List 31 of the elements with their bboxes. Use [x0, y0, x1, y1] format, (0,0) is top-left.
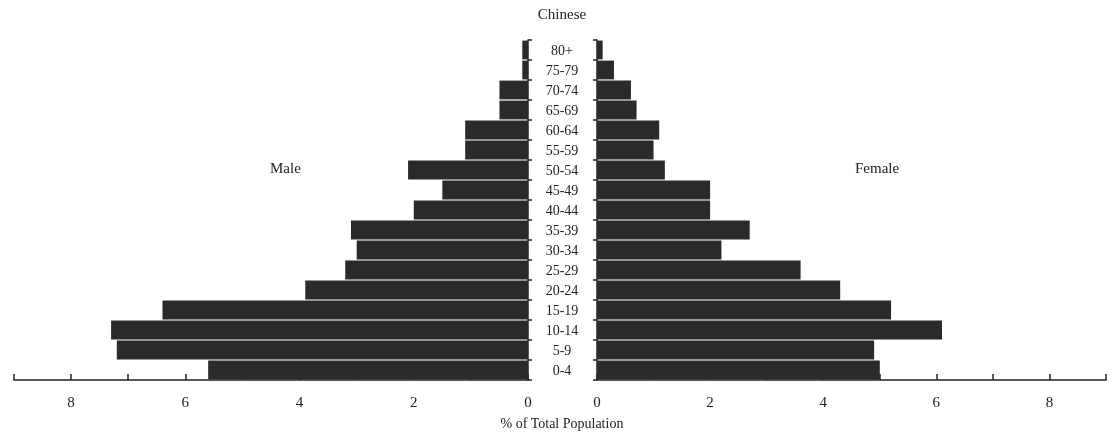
x-tick-label: 0	[593, 393, 601, 410]
y-tick-label: 5-9	[552, 342, 572, 358]
y-tick-label: 35-39	[545, 222, 579, 238]
y-tick-label: 10-14	[545, 322, 579, 338]
x-tick-label: 6	[932, 393, 941, 410]
x-tick-label: 0	[524, 393, 532, 410]
y-tick-label: 65-69	[545, 102, 579, 118]
x-tick-label: 2	[706, 393, 714, 410]
y-tick-label: 20-24	[545, 282, 579, 298]
y-tick-label: 0-4	[552, 362, 572, 378]
x-axis-title: % of Total Population	[500, 416, 624, 432]
y-tick-label: 30-34	[545, 242, 579, 258]
x-tick-label: 6	[181, 393, 190, 410]
y-tick-label: 80+	[551, 42, 574, 58]
x-tick-label: 8	[67, 393, 75, 410]
y-tick-label: 50-54	[545, 162, 579, 178]
y-tick-label: 15-19	[545, 302, 579, 318]
text: Chinese	[537, 6, 587, 23]
x-tick-label: 8	[1045, 393, 1054, 410]
y-tick-label: 55-59	[545, 142, 579, 158]
y-tick-label: 40-44	[545, 202, 579, 218]
text: Female	[855, 159, 900, 176]
y-tick-label: 75-79	[545, 62, 579, 78]
text: Male	[270, 159, 302, 176]
y-tick-label: 25-29	[545, 262, 579, 278]
y-tick-label: 70-74	[545, 82, 579, 98]
y-tick-label: 60-64	[545, 122, 579, 138]
x-tick-label: 4	[295, 393, 304, 410]
x-tick-label: 4	[819, 393, 828, 410]
x-tick-label: 2	[410, 393, 418, 410]
y-tick-label: 45-49	[545, 182, 579, 198]
